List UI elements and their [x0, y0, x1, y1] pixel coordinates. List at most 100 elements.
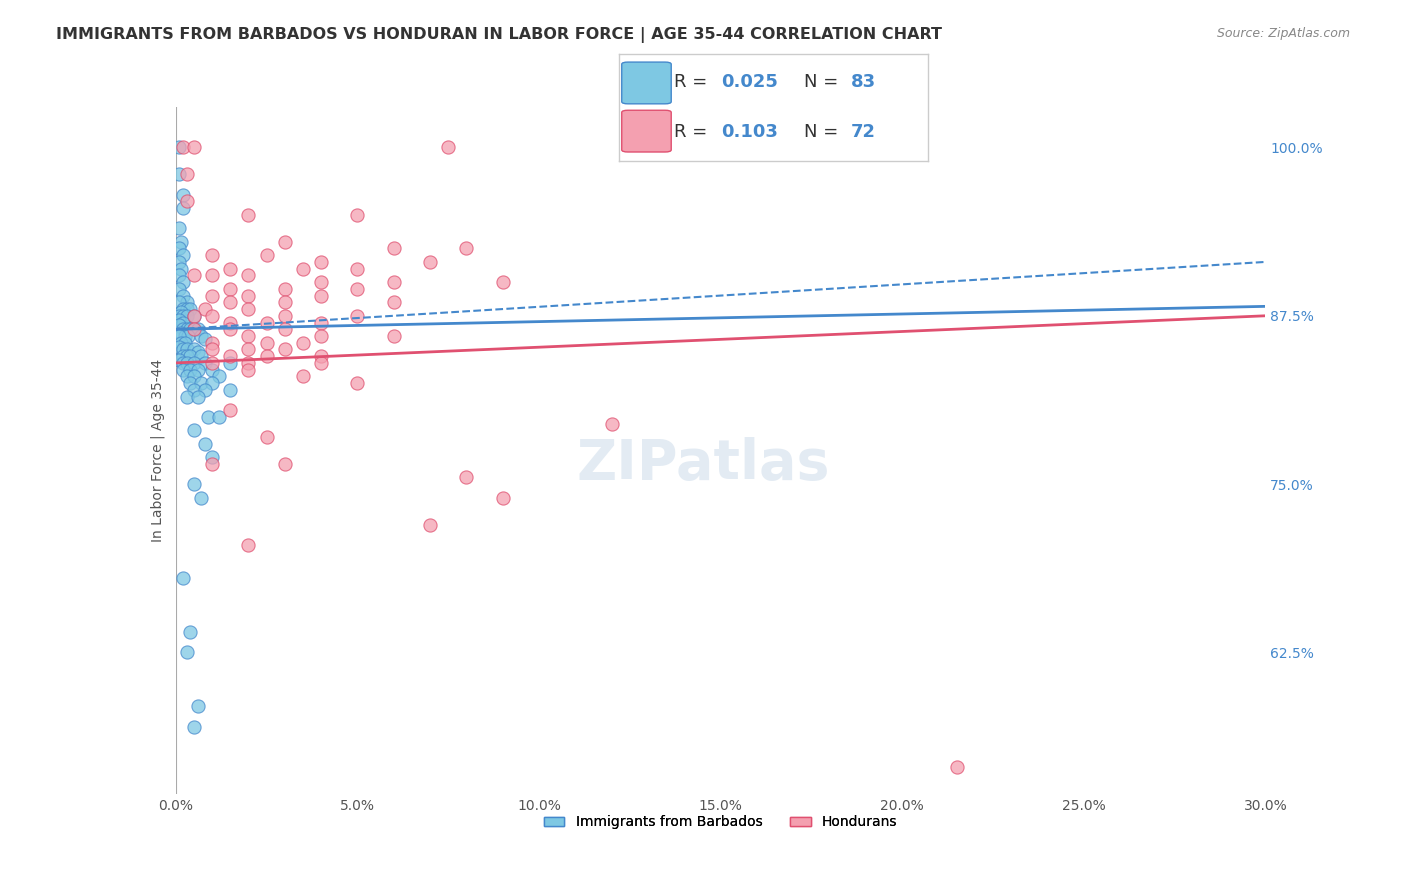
Text: ZIPatlas: ZIPatlas	[576, 437, 830, 491]
Immigrants from Barbados	[172, 309, 194, 323]
Immigrants from Barbados	[190, 491, 212, 505]
Immigrants from Barbados	[176, 301, 198, 316]
Immigrants from Barbados	[173, 335, 195, 350]
Text: R =: R =	[675, 73, 713, 91]
Hondurans	[256, 430, 278, 444]
Immigrants from Barbados	[172, 248, 194, 262]
Immigrants from Barbados	[186, 322, 209, 336]
Immigrants from Barbados	[179, 625, 201, 640]
Immigrants from Barbados	[176, 390, 198, 404]
Hondurans	[238, 362, 260, 376]
Immigrants from Barbados	[170, 335, 193, 350]
Immigrants from Barbados	[172, 343, 194, 357]
Hondurans	[291, 369, 314, 384]
Immigrants from Barbados	[172, 288, 194, 302]
Hondurans	[291, 335, 314, 350]
Immigrants from Barbados	[179, 301, 201, 316]
Hondurans	[238, 301, 260, 316]
Immigrants from Barbados	[169, 353, 191, 368]
Immigrants from Barbados	[179, 349, 201, 363]
Immigrants from Barbados	[219, 383, 242, 397]
Immigrants from Barbados	[170, 326, 193, 341]
Hondurans	[309, 329, 332, 343]
Immigrants from Barbados	[169, 282, 191, 296]
Hondurans	[238, 268, 260, 283]
Immigrants from Barbados	[169, 140, 191, 154]
Immigrants from Barbados	[172, 301, 194, 316]
Hondurans	[274, 295, 297, 310]
Immigrants from Barbados	[201, 376, 224, 391]
Immigrants from Barbados	[172, 356, 194, 370]
Hondurans	[274, 322, 297, 336]
Hondurans	[346, 282, 368, 296]
Hondurans	[219, 295, 242, 310]
Hondurans	[945, 760, 967, 774]
Immigrants from Barbados	[169, 340, 191, 354]
Immigrants from Barbados	[169, 255, 191, 269]
Immigrants from Barbados	[172, 201, 194, 215]
Hondurans	[274, 235, 297, 249]
Immigrants from Barbados	[183, 343, 205, 357]
Immigrants from Barbados	[219, 356, 242, 370]
Legend: Immigrants from Barbados, Hondurans: Immigrants from Barbados, Hondurans	[538, 810, 903, 835]
Text: Source: ZipAtlas.com: Source: ZipAtlas.com	[1216, 27, 1350, 40]
Hondurans	[346, 309, 368, 323]
Immigrants from Barbados	[176, 356, 198, 370]
Hondurans	[238, 356, 260, 370]
Hondurans	[419, 517, 441, 532]
Text: IMMIGRANTS FROM BARBADOS VS HONDURAN IN LABOR FORCE | AGE 35-44 CORRELATION CHAR: IMMIGRANTS FROM BARBADOS VS HONDURAN IN …	[56, 27, 942, 43]
Hondurans	[382, 295, 405, 310]
Hondurans	[201, 248, 224, 262]
Immigrants from Barbados	[169, 221, 191, 235]
Immigrants from Barbados	[172, 275, 194, 289]
Hondurans	[309, 275, 332, 289]
Hondurans	[382, 242, 405, 256]
Hondurans	[183, 268, 205, 283]
Immigrants from Barbados	[172, 349, 194, 363]
Immigrants from Barbados	[172, 571, 194, 585]
Hondurans	[309, 288, 332, 302]
Hondurans	[274, 309, 297, 323]
Hondurans	[256, 349, 278, 363]
Immigrants from Barbados	[169, 167, 191, 181]
Hondurans	[176, 194, 198, 209]
Immigrants from Barbados	[173, 329, 195, 343]
Hondurans	[183, 309, 205, 323]
Hondurans	[382, 275, 405, 289]
Immigrants from Barbados	[170, 261, 193, 276]
Hondurans	[219, 261, 242, 276]
Hondurans	[219, 403, 242, 417]
Immigrants from Barbados	[169, 329, 191, 343]
Hondurans	[201, 268, 224, 283]
Hondurans	[238, 208, 260, 222]
Hondurans	[346, 376, 368, 391]
Immigrants from Barbados	[183, 423, 205, 437]
Text: 72: 72	[851, 123, 876, 141]
Hondurans	[309, 316, 332, 330]
Hondurans	[710, 140, 733, 154]
Immigrants from Barbados	[176, 645, 198, 659]
Immigrants from Barbados	[169, 268, 191, 283]
Text: 83: 83	[851, 73, 876, 91]
Hondurans	[219, 322, 242, 336]
Immigrants from Barbados	[208, 369, 231, 384]
FancyBboxPatch shape	[621, 62, 671, 103]
Immigrants from Barbados	[186, 362, 209, 376]
Hondurans	[309, 356, 332, 370]
Immigrants from Barbados	[170, 235, 193, 249]
Immigrants from Barbados	[190, 349, 212, 363]
Immigrants from Barbados	[183, 477, 205, 491]
Immigrants from Barbados	[172, 362, 194, 376]
Immigrants from Barbados	[176, 349, 198, 363]
Immigrants from Barbados	[176, 295, 198, 310]
Hondurans	[492, 491, 515, 505]
Hondurans	[600, 417, 623, 431]
Immigrants from Barbados	[179, 376, 201, 391]
Hondurans	[219, 282, 242, 296]
Immigrants from Barbados	[186, 390, 209, 404]
Hondurans	[256, 335, 278, 350]
Hondurans	[274, 282, 297, 296]
Hondurans	[346, 261, 368, 276]
Immigrants from Barbados	[169, 313, 191, 327]
Hondurans	[456, 470, 478, 484]
